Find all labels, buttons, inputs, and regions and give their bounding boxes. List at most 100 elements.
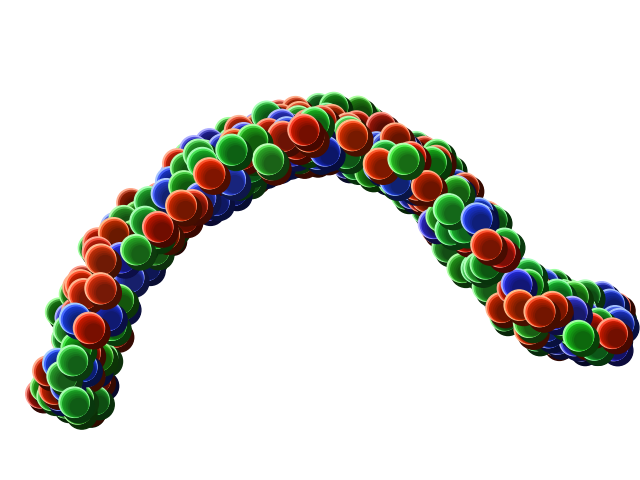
Circle shape [486,239,515,266]
Circle shape [513,283,544,313]
Circle shape [284,114,313,143]
Circle shape [390,161,416,187]
Circle shape [160,199,180,219]
Circle shape [178,204,195,221]
Circle shape [103,315,119,331]
Circle shape [610,333,626,349]
Circle shape [57,318,88,350]
Circle shape [240,144,271,175]
Circle shape [128,263,143,278]
Circle shape [189,144,206,162]
Circle shape [260,136,280,156]
Circle shape [312,103,340,132]
Circle shape [562,291,577,305]
Circle shape [322,135,343,156]
Circle shape [492,249,513,271]
Circle shape [447,184,468,204]
Circle shape [238,132,257,150]
Circle shape [174,209,196,231]
Circle shape [115,211,137,234]
Circle shape [51,303,72,325]
Circle shape [447,175,468,197]
Circle shape [561,286,580,306]
Circle shape [439,218,470,250]
Circle shape [277,151,300,173]
Circle shape [500,260,519,278]
Circle shape [449,186,468,204]
Circle shape [67,355,86,374]
Circle shape [139,259,159,279]
Circle shape [153,216,179,243]
Circle shape [577,298,594,314]
Circle shape [71,276,94,299]
Circle shape [575,317,596,338]
Circle shape [264,150,280,165]
Circle shape [268,106,294,132]
Circle shape [223,124,248,149]
Circle shape [95,257,120,282]
Circle shape [454,196,472,214]
Circle shape [223,132,248,158]
Circle shape [526,276,550,301]
Circle shape [449,177,468,196]
Circle shape [480,256,497,274]
Circle shape [516,273,542,299]
Circle shape [93,251,108,265]
Circle shape [390,155,412,177]
Circle shape [186,172,213,199]
Circle shape [186,160,200,174]
Circle shape [462,216,481,235]
Circle shape [81,283,97,298]
Circle shape [189,148,217,176]
Circle shape [321,134,343,156]
Circle shape [154,224,184,254]
Circle shape [314,145,338,169]
Circle shape [175,194,195,215]
Circle shape [493,307,522,336]
Circle shape [51,382,70,401]
Circle shape [412,174,426,188]
Circle shape [348,116,369,138]
Circle shape [198,149,217,167]
Circle shape [248,129,264,145]
Circle shape [73,358,96,380]
Circle shape [469,228,485,244]
Circle shape [77,316,104,343]
Circle shape [560,296,589,325]
Circle shape [177,170,193,185]
Circle shape [218,172,237,191]
Circle shape [596,328,616,348]
Circle shape [340,122,358,140]
Circle shape [132,246,148,263]
Circle shape [170,156,191,177]
Circle shape [186,141,213,169]
Circle shape [450,221,470,240]
Circle shape [46,391,64,408]
Circle shape [97,258,120,282]
Circle shape [230,154,248,170]
Circle shape [52,367,76,390]
Circle shape [550,294,570,314]
Circle shape [108,263,136,291]
Circle shape [610,314,633,337]
Circle shape [164,164,193,194]
Circle shape [132,209,157,234]
Circle shape [89,273,116,300]
Circle shape [500,257,527,283]
Circle shape [82,238,104,261]
Circle shape [291,134,305,148]
Circle shape [349,118,369,138]
Circle shape [163,231,180,250]
Circle shape [84,306,109,331]
Circle shape [406,148,419,162]
Circle shape [77,300,100,324]
Circle shape [90,310,111,331]
Circle shape [559,310,586,337]
Circle shape [116,264,143,292]
Circle shape [45,298,74,326]
Circle shape [442,203,460,221]
Circle shape [493,300,515,321]
Circle shape [288,153,307,171]
Circle shape [181,193,212,225]
Circle shape [452,259,475,281]
